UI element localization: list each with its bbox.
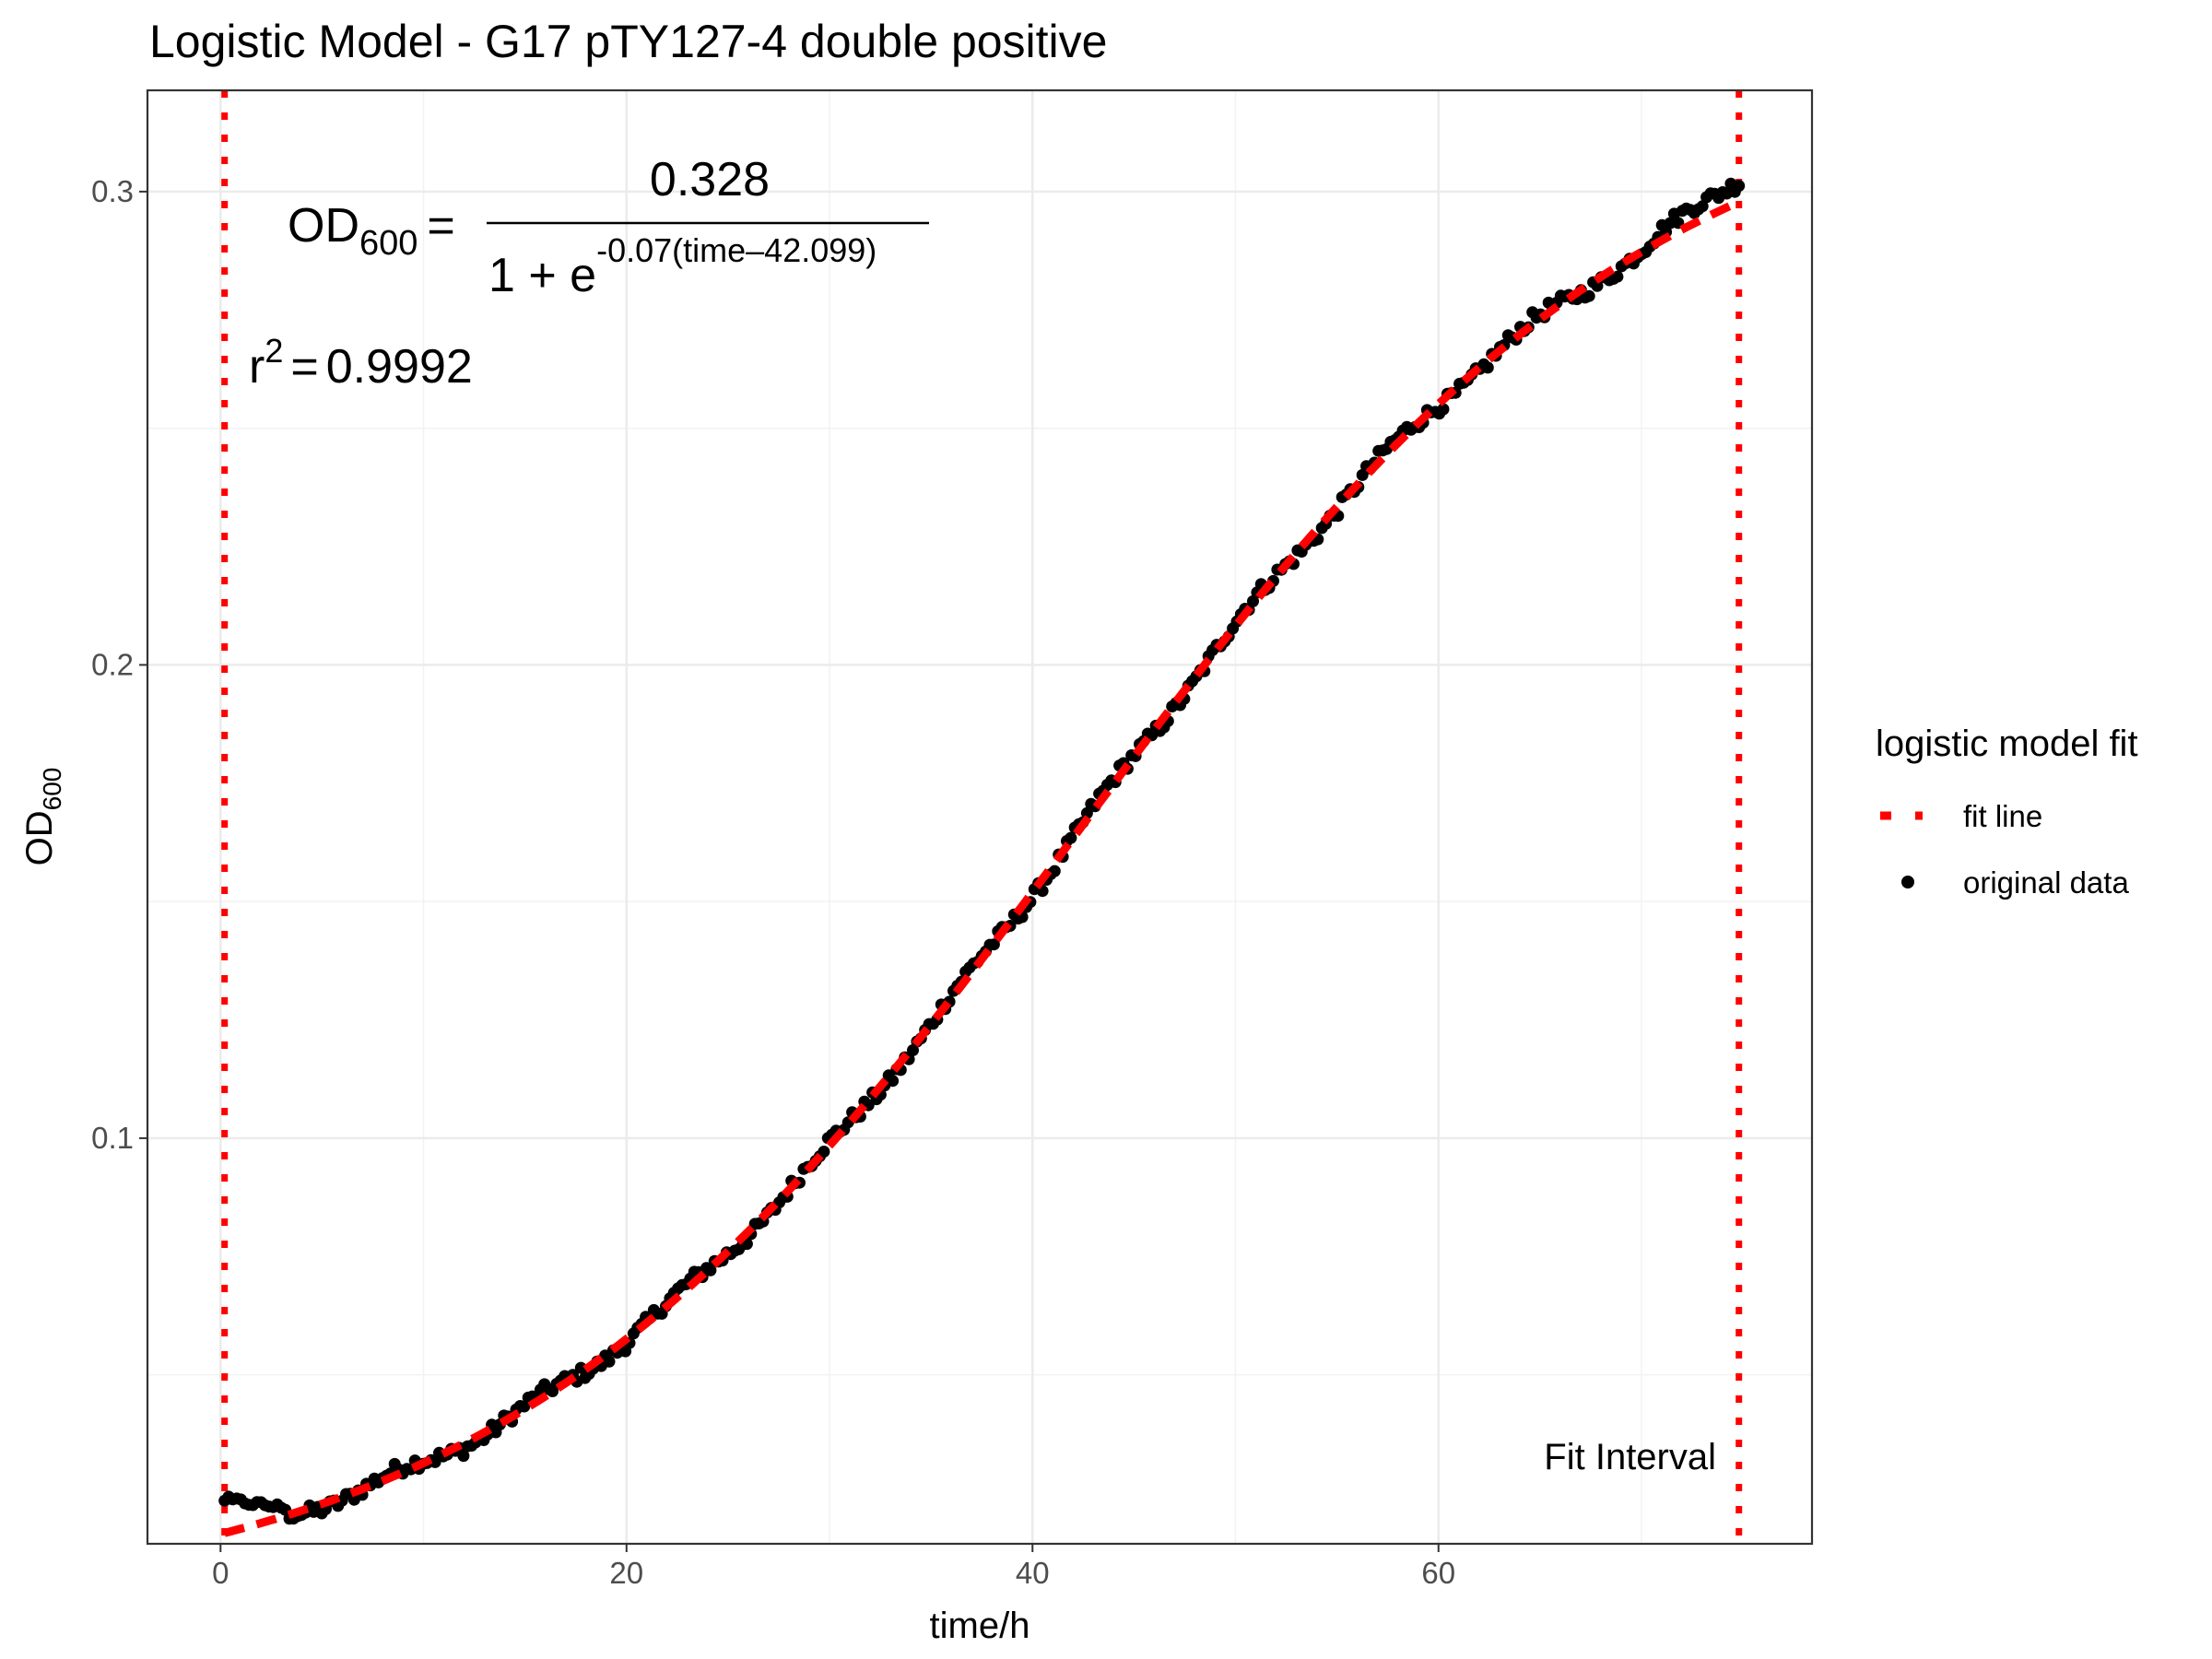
- r-squared-label: r2 = 0.9992: [249, 332, 473, 394]
- x-axis: 0 20 40 60: [212, 1544, 1455, 1590]
- data-point: [1733, 180, 1746, 193]
- plot-panel: [146, 88, 1814, 1546]
- svg-text:1 + e-0.07(time–42.099): 1 + e-0.07(time–42.099): [488, 231, 877, 302]
- data-point: [603, 1355, 616, 1368]
- data-point: [1583, 289, 1595, 302]
- x-tick-label: 60: [1421, 1556, 1455, 1590]
- equation-lhs: OD: [288, 199, 359, 253]
- y-axis: 0.1 0.2 0.3: [91, 174, 147, 1155]
- y-tick-label: 0.1: [91, 1121, 134, 1155]
- legend-original-data-key: [1901, 876, 1914, 888]
- panel-background: [147, 90, 1812, 1544]
- data-point: [818, 1146, 830, 1158]
- fit-line: [223, 199, 1739, 1537]
- data-point: [1481, 361, 1494, 374]
- panel-border: [146, 88, 1814, 1546]
- equation-annotation: OD600 = 0.328 1 + e-0.07(time–42.099): [288, 153, 929, 302]
- equation-equals: =: [427, 199, 454, 253]
- grid-major: [147, 90, 1812, 1544]
- svg-text:OD600=: OD600 =: [288, 199, 455, 263]
- y-axis-title-main: OD: [19, 810, 60, 865]
- data-point: [887, 1075, 900, 1088]
- r-squared-power: 2: [265, 332, 283, 370]
- data-point: [987, 938, 1000, 951]
- x-tick-label: 0: [212, 1556, 229, 1590]
- equation-numerator: 0.328: [650, 153, 770, 206]
- equation-exponent: -0.07(time–42.099): [596, 231, 877, 269]
- data-point: [704, 1264, 717, 1277]
- data-point: [457, 1450, 470, 1463]
- legend-item-original-data: original data: [1963, 865, 2129, 900]
- r-squared-value: 0.9992: [326, 340, 473, 394]
- data-point: [1696, 200, 1709, 213]
- legend-item-fit-line: fit line: [1963, 799, 2042, 833]
- r-squared-equals: =: [290, 340, 318, 394]
- y-axis-title: OD600: [19, 768, 66, 866]
- data-point: [1048, 865, 1061, 877]
- data-point: [1437, 403, 1450, 416]
- chart-title: Logistic Model - G17 pTY127-4 double pos…: [149, 16, 1107, 67]
- y-tick-label: 0.2: [91, 647, 134, 681]
- svg-text:OD600: OD600: [19, 768, 66, 866]
- equation-denominator: 1 + e: [488, 249, 596, 302]
- legend: logistic model fit fit line original dat…: [1876, 724, 2138, 900]
- equation-lhs-sub: 600: [359, 224, 418, 263]
- y-tick-label: 0.3: [91, 174, 134, 208]
- x-tick-label: 40: [1016, 1556, 1050, 1590]
- data-point: [1611, 270, 1624, 283]
- x-tick-label: 20: [609, 1556, 643, 1590]
- y-axis-title-sub: 600: [38, 768, 66, 811]
- data-point: [1080, 806, 1093, 819]
- x-axis-title: time/h: [930, 1606, 1030, 1646]
- data-point: [1065, 831, 1077, 844]
- r-squared-r: r: [249, 340, 265, 394]
- fit-interval-label: Fit Interval: [1544, 1437, 1716, 1477]
- legend-title: logistic model fit: [1876, 724, 2138, 764]
- grid-minor: [147, 90, 1812, 1544]
